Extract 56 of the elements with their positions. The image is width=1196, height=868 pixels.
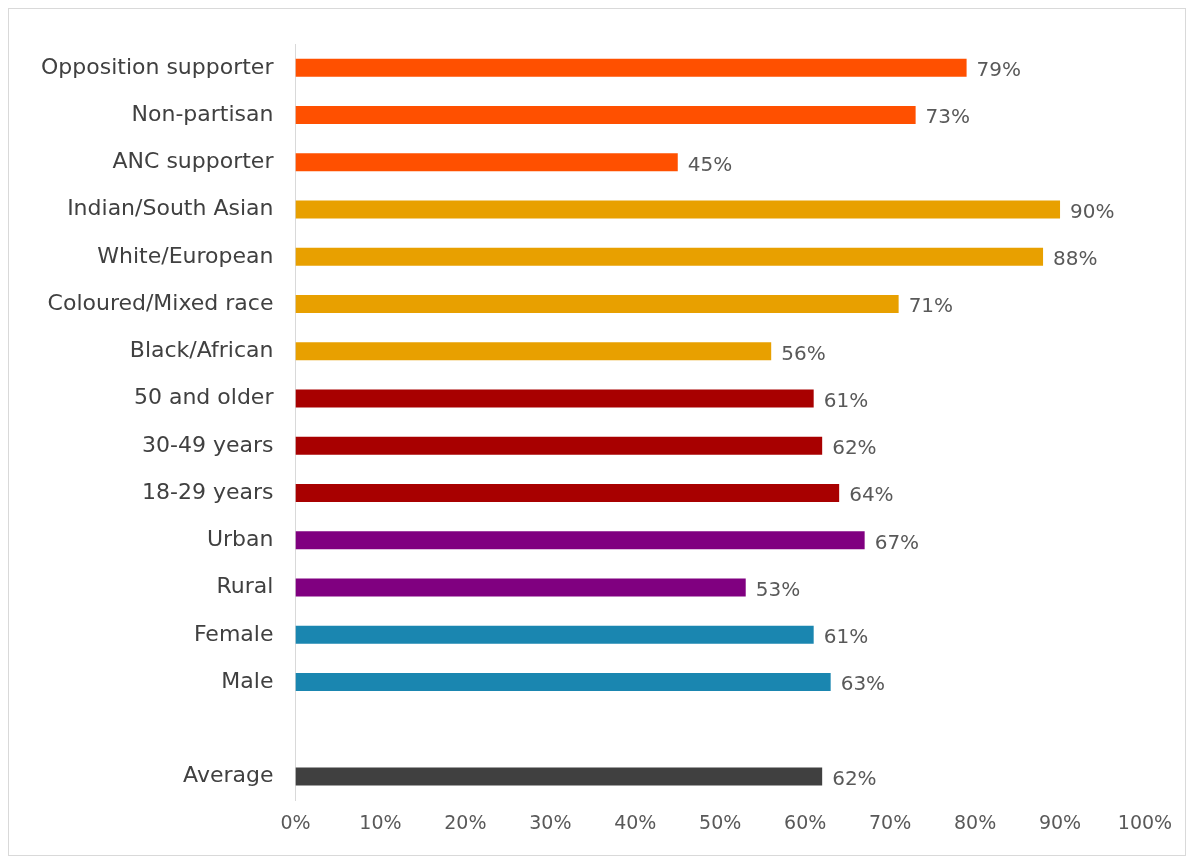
data-label: 62% bbox=[832, 435, 877, 460]
bar bbox=[295, 578, 746, 597]
data-label: 64% bbox=[849, 482, 894, 507]
x-tick-label: 80% bbox=[953, 810, 997, 833]
data-label: 88% bbox=[1053, 246, 1098, 271]
y-tick-label: Average bbox=[183, 762, 274, 788]
bar bbox=[295, 200, 1061, 219]
y-tick-label: Rural bbox=[216, 573, 274, 599]
data-label: 79% bbox=[976, 57, 1022, 82]
data-label: 56% bbox=[781, 340, 826, 365]
x-tick-label: 70% bbox=[869, 810, 912, 833]
x-tick-label: 0% bbox=[280, 810, 311, 833]
x-tick-label: 90% bbox=[1038, 810, 1082, 833]
bar bbox=[295, 767, 823, 786]
y-tick-label: 18-29 years bbox=[141, 478, 274, 504]
bar bbox=[295, 106, 916, 125]
data-label: 53% bbox=[755, 576, 801, 601]
y-tick-label: White/European bbox=[97, 242, 274, 268]
x-tick-label: 20% bbox=[444, 810, 487, 833]
bar bbox=[295, 342, 772, 361]
data-label: 71% bbox=[908, 293, 954, 318]
bar bbox=[295, 436, 823, 455]
bar bbox=[295, 484, 840, 503]
bar bbox=[295, 531, 865, 550]
y-tick-label: Coloured/Mixed race bbox=[47, 289, 274, 315]
x-tick-label: 100% bbox=[1117, 810, 1173, 833]
y-tick-label: Opposition supporter bbox=[40, 53, 275, 79]
data-label: 61% bbox=[823, 387, 869, 412]
y-tick-label: Black/African bbox=[129, 337, 274, 363]
bar bbox=[295, 673, 831, 692]
x-tick-label: 40% bbox=[614, 810, 657, 833]
x-tick-label: 50% bbox=[699, 810, 742, 833]
bar bbox=[295, 247, 1044, 266]
y-tick-label: 50 and older bbox=[133, 384, 275, 410]
y-tick-label: 30-49 years bbox=[141, 431, 274, 457]
data-label: 90% bbox=[1070, 198, 1115, 223]
x-tick-label: 30% bbox=[529, 810, 572, 833]
bar bbox=[295, 389, 814, 408]
data-label: 45% bbox=[687, 151, 733, 176]
y-tick-label: Non-partisan bbox=[131, 100, 274, 126]
y-tick-label: Female bbox=[193, 620, 274, 646]
y-tick-label: Indian/South Asian bbox=[67, 195, 274, 221]
data-label: 67% bbox=[874, 529, 920, 554]
bar bbox=[295, 625, 814, 644]
data-label: 73% bbox=[925, 104, 971, 129]
data-label: 61% bbox=[823, 624, 869, 649]
y-tick-label: ANC supporter bbox=[112, 148, 275, 174]
x-tick-label: 60% bbox=[784, 810, 827, 833]
x-tick-label: 10% bbox=[359, 810, 402, 833]
data-label: 62% bbox=[832, 765, 877, 790]
y-tick-label: Urban bbox=[206, 526, 274, 552]
bar bbox=[295, 58, 967, 77]
y-tick-label: Male bbox=[221, 667, 274, 693]
data-label: 63% bbox=[840, 671, 886, 696]
bar bbox=[295, 295, 899, 314]
bar bbox=[295, 153, 678, 172]
